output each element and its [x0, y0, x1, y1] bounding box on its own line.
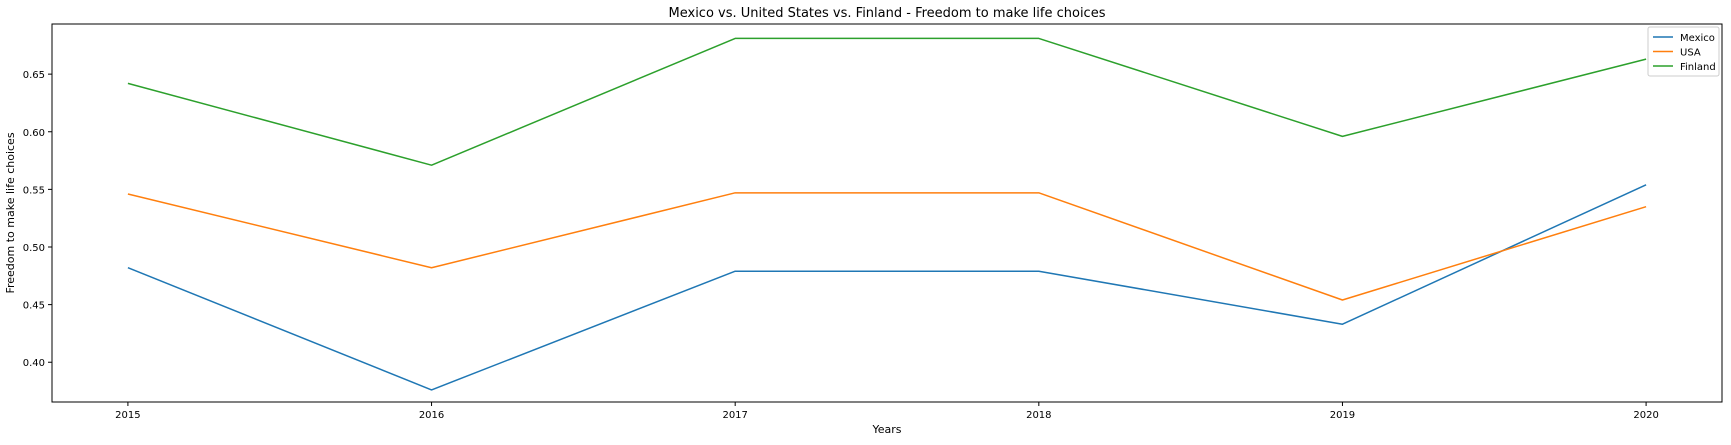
y-tick-label: 0.50	[23, 243, 45, 254]
legend-label-usa: USA	[1680, 48, 1701, 59]
series-lines	[127, 37, 1647, 391]
series-line-usa	[127, 192, 1647, 301]
y-tick-label: 0.45	[23, 301, 45, 312]
x-tick-label: 2017	[722, 410, 747, 421]
y-tick-label: 0.55	[23, 185, 45, 196]
x-tick-label: 2020	[1633, 410, 1658, 421]
x-tick-label: 2015	[115, 410, 140, 421]
y-tick-label: 0.40	[23, 358, 45, 369]
series-line-finland	[127, 37, 1647, 166]
y-axis-label: Freedom to make life choices	[4, 132, 17, 293]
y-tick-label: 0.60	[23, 128, 45, 139]
x-tick-label: 2016	[419, 410, 444, 421]
x-tick-label: 2018	[1026, 410, 1051, 421]
x-axis-ticks: 2015 2016 2017 2018 2019 2020	[115, 402, 1659, 421]
x-axis-label: Years	[871, 423, 901, 436]
legend-label-mexico: Mexico	[1680, 33, 1715, 44]
y-axis-ticks: 0.40 0.45 0.50 0.55 0.60 0.65	[23, 70, 52, 369]
legend-label-finland: Finland	[1680, 62, 1716, 73]
x-tick-label: 2019	[1330, 410, 1355, 421]
y-tick-label: 0.65	[23, 70, 45, 81]
legend-box	[1647, 26, 1720, 77]
chart-title: Mexico vs. United States vs. Finland - F…	[669, 6, 1106, 21]
plot-area-frame	[51, 23, 1723, 403]
chart-legend: Mexico USA Finland	[1647, 26, 1720, 77]
series-line-mexico	[127, 184, 1647, 391]
